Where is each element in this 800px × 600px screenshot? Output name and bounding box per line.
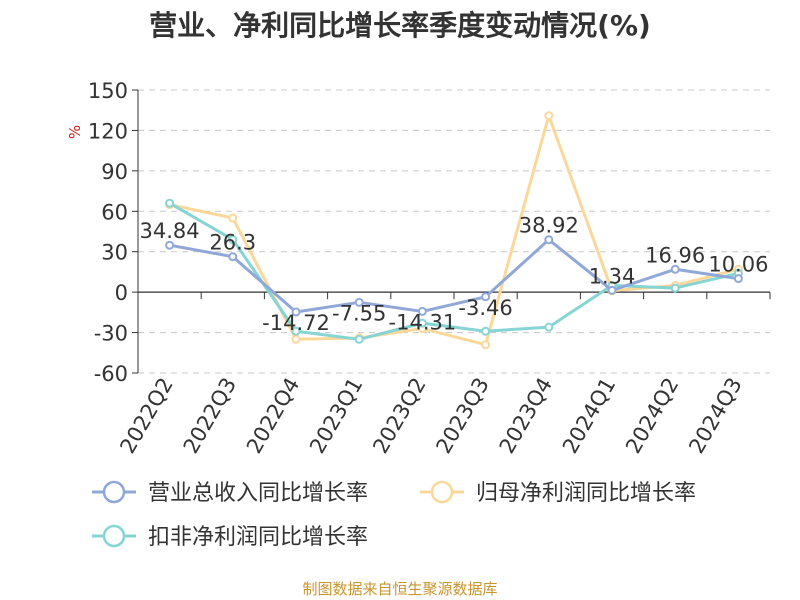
legend-label[interactable]: 营业总收入同比增长率 [148,481,368,506]
x-tick-label: 2022Q4 [242,374,304,458]
x-tick-label: 2022Q3 [179,374,241,458]
data-point[interactable] [481,340,491,350]
x-tick-label: 2023Q1 [305,374,367,458]
series-line [169,238,739,314]
x-tick-label: 2023Q2 [368,374,430,458]
series [165,111,743,350]
data-label: -7.55 [332,301,386,325]
data-point[interactable] [544,322,554,332]
legend-swatch-marker [102,480,126,504]
y-tick-label: 60 [101,200,128,224]
x-tick-label: 2024Q3 [684,374,746,458]
y-tick-label: 90 [101,160,128,184]
y-tick-label: 30 [101,241,128,265]
y-tick-label: 0 [115,281,128,305]
data-point[interactable] [354,297,364,307]
data-point[interactable] [544,111,554,121]
data-point[interactable] [165,198,175,208]
x-tick-label: 2024Q1 [558,374,620,458]
legend-label[interactable]: 扣非净利润同比增长率 [148,525,368,550]
data-point[interactable] [354,334,364,344]
data-label: 38.92 [519,214,579,238]
data-point[interactable] [291,307,301,317]
legend-swatch-marker [102,524,126,548]
data-label: 10.06 [708,253,768,277]
x-tick-label: 2022Q2 [115,374,177,458]
y-tick-label: 150 [88,79,128,103]
data-point[interactable] [481,326,491,336]
data-point[interactable] [670,264,680,274]
y-unit-label: % [66,125,84,139]
data-point[interactable] [165,240,175,250]
x-tick-label: 2023Q4 [495,374,557,458]
y-tick-label: -30 [94,322,128,346]
x-tick-label: 2024Q2 [621,374,683,458]
source-note: 制图数据来自恒生聚源数据库 [302,580,498,598]
data-point[interactable] [670,283,680,293]
data-label: 1.34 [589,264,636,288]
data-point[interactable] [291,326,301,336]
data-label: 34.84 [140,219,200,243]
data-label: -14.72 [262,311,330,335]
y-tick-label: 120 [88,119,128,143]
data-labels: 34.84 26.3 -14.72 -7.55 -14.31-3.46 38.92 1.34… [140,214,769,335]
data-point[interactable] [544,235,554,245]
data-point[interactable] [417,318,427,328]
data-point[interactable] [733,274,743,284]
legend-swatch-marker [430,480,454,504]
y-tick-label: -60 [94,362,128,386]
data-label: 16.96 [645,243,705,267]
legend-label[interactable]: 归母净利润同比增长率 [476,481,696,506]
data-point[interactable] [607,285,617,295]
data-label: -14.31 [389,310,457,334]
data-point[interactable] [291,334,301,344]
data-point[interactable] [228,235,238,245]
data-label: -3.46 [458,296,512,320]
data-point[interactable] [228,252,238,262]
chart-title: 营业、净利同比增长率季度变动情况(%) [149,9,651,42]
data-point[interactable] [481,292,491,302]
data-point[interactable] [228,213,238,223]
data-point[interactable] [417,306,427,316]
data-label: 26.3 [209,231,256,255]
x-tick-label: 2023Q3 [431,374,493,458]
